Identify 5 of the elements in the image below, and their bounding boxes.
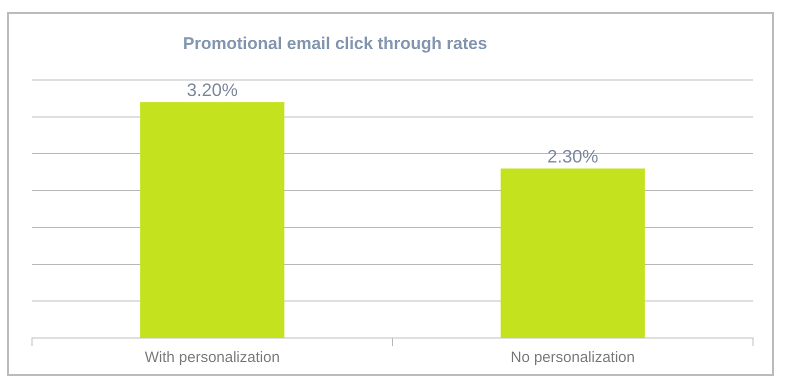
x-tick-label: No personalization	[510, 349, 635, 366]
x-tick-label: With personalization	[144, 349, 280, 366]
chart-title: Promotional email click through rates	[182, 34, 488, 54]
data-label: 3.20%	[186, 80, 238, 100]
data-label: 2.30%	[547, 146, 598, 166]
